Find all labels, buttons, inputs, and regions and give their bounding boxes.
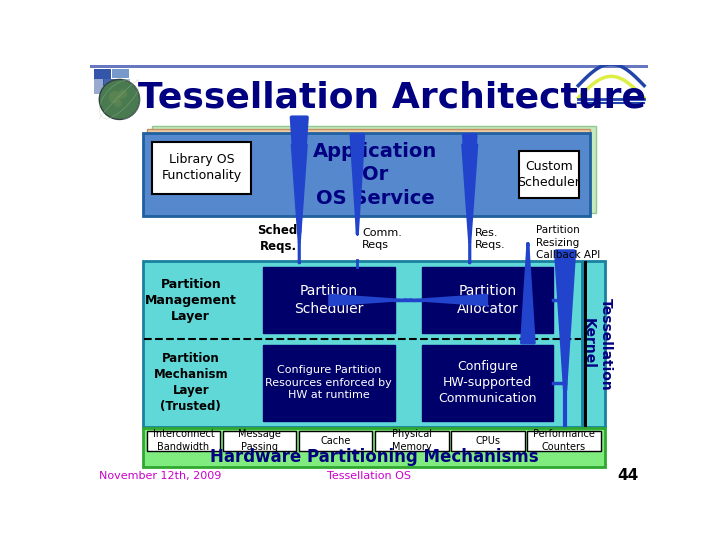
Bar [90, 65, 648, 68]
Text: Configure Partition
Resources enforced by
HW at runtime: Configure Partition Resources enforced b… [266, 366, 392, 400]
Circle shape [114, 99, 122, 107]
Bar [584, 261, 587, 427]
Bar [422, 345, 554, 421]
Text: Tessellation
Kernel: Tessellation Kernel [582, 298, 613, 390]
Circle shape [118, 90, 127, 99]
Bar [152, 126, 596, 213]
Text: Message
Passing: Message Passing [238, 429, 281, 452]
Bar [527, 430, 600, 450]
Text: Partition
Scheduler: Partition Scheduler [294, 285, 364, 316]
Bar [104, 79, 116, 94]
Text: Tessellation OS: Tessellation OS [327, 471, 411, 481]
Text: Partition
Resizing
Callback API: Partition Resizing Callback API [536, 225, 600, 260]
Text: CPUs: CPUs [475, 436, 500, 446]
Bar [263, 267, 395, 333]
Text: November 12th, 2009: November 12th, 2009 [99, 471, 222, 481]
Bar [112, 69, 129, 78]
Bar [94, 79, 103, 94]
Text: Hardware Partitioning Mechanisms: Hardware Partitioning Mechanisms [210, 449, 539, 467]
Text: Partition
Allocator: Partition Allocator [456, 285, 518, 316]
Bar [263, 345, 395, 421]
Text: Configure
HW-supported
Communication: Configure HW-supported Communication [438, 360, 537, 406]
Circle shape [99, 79, 140, 119]
Bar [143, 428, 606, 467]
Text: Custom
Scheduler: Custom Scheduler [518, 160, 580, 189]
Text: Physical
Memory: Physical Memory [392, 429, 432, 452]
Text: Partition
Mechanism
Layer
(Trusted): Partition Mechanism Layer (Trusted) [153, 352, 228, 413]
Bar [152, 142, 251, 194]
Bar [518, 151, 579, 198]
Text: Res.
Reqs.: Res. Reqs. [474, 228, 505, 250]
Text: Sched
Reqs.: Sched Reqs. [256, 224, 297, 253]
Text: Comm.
Reqs: Comm. Reqs [362, 228, 402, 250]
Text: 44: 44 [618, 469, 639, 483]
Circle shape [109, 91, 121, 103]
Text: Interconnect
Bandwidth: Interconnect Bandwidth [153, 429, 215, 452]
Text: Application
Or
OS Service: Application Or OS Service [313, 141, 437, 207]
Text: Cache: Cache [320, 436, 351, 446]
Bar [299, 430, 372, 450]
Bar [94, 69, 111, 85]
Bar [147, 430, 220, 450]
Bar [222, 430, 297, 450]
Bar [117, 79, 130, 94]
Bar [148, 130, 590, 217]
Bar [143, 261, 582, 427]
Text: Partition
Management
Layer: Partition Management Layer [145, 278, 237, 322]
Bar [422, 267, 554, 333]
Text: Performance
Counters: Performance Counters [533, 429, 595, 452]
Bar [375, 430, 449, 450]
Bar [584, 261, 606, 427]
Text: Library OS
Functionality: Library OS Functionality [161, 153, 242, 183]
Bar [143, 132, 590, 217]
Bar [451, 430, 525, 450]
Text: Tessellation Architecture: Tessellation Architecture [138, 80, 647, 114]
